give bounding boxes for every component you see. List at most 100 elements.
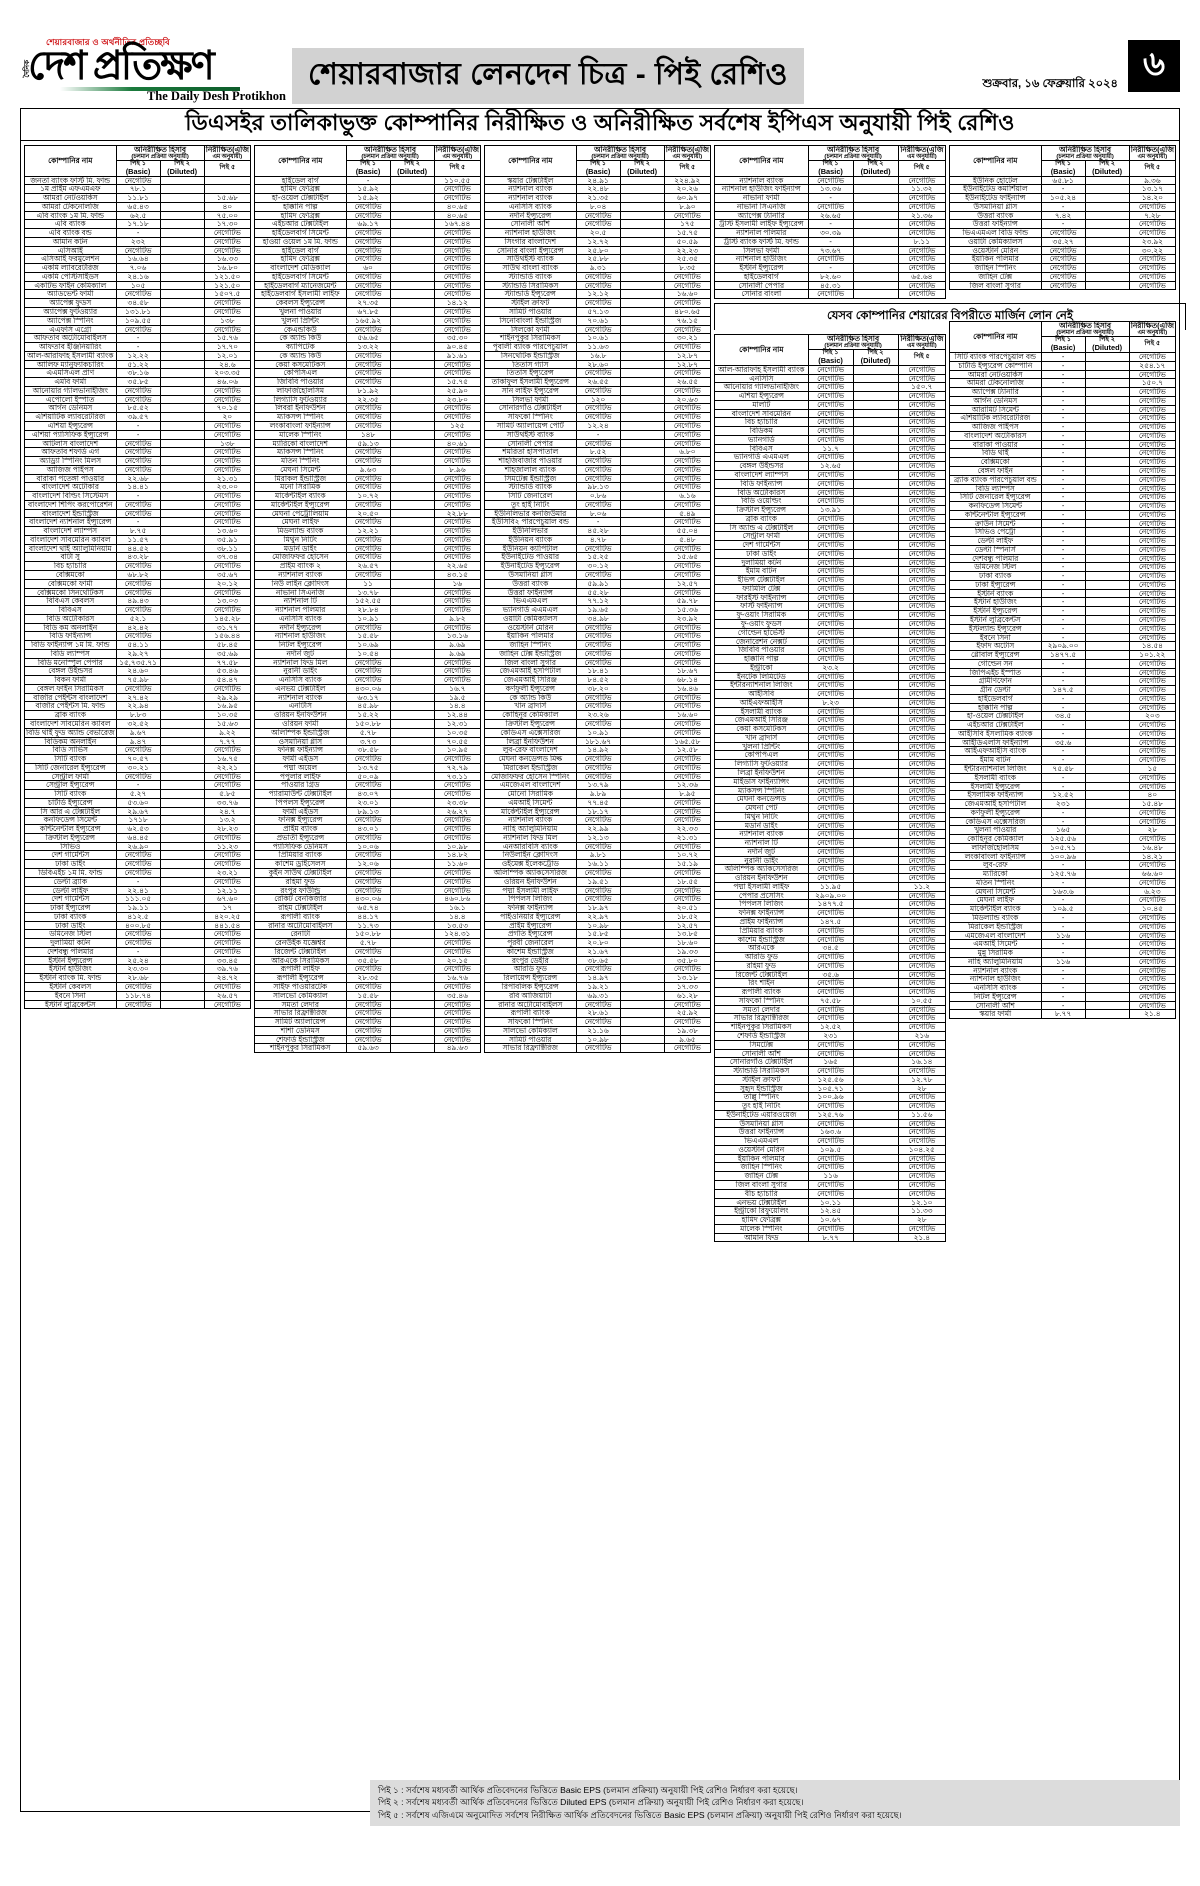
cell-pe2 <box>159 254 205 265</box>
cell-pe1: ৫৪.১১ <box>115 640 161 650</box>
table-row: লংকাবাংলা ফাইন্যান্স নেগেটিভ ১২৫ <box>254 420 482 431</box>
cell-pe2 <box>852 969 899 980</box>
cell-company-name: এনসিসি <box>714 373 809 384</box>
cell-pe2 <box>619 263 665 273</box>
cell-company-name: বিডি থাই ফুড অ্যান্ড বেভারেজ <box>24 727 117 738</box>
cell-pe5: ১২.৫৭ <box>663 920 712 931</box>
cell-pe5: নেগেটিভ <box>1128 553 1177 564</box>
header-unaudited-group: অনিরীক্ষিত হিসাব (চলমান প্রক্রিয়া অনুযায… <box>807 334 899 351</box>
table-row: এনসিসি ব্যাংক নেগেটিভ নেগেটিভ <box>254 675 482 685</box>
header-pe1: পিই ১ (Basic) <box>807 349 854 366</box>
cell-company-name: জনতা ব্যাংক ফার্স্ট মি. ফান্ড <box>24 175 117 186</box>
table-row: এবি ব্যাংক ১ম মি. ফান্ড ৬২.৫ ৭৫.০০ <box>24 210 252 221</box>
cell-company-name: বিডি ল্যাম্পস <box>949 483 1042 494</box>
table-row: ইস্টার্ন হাউজিং - নেগেটিভ <box>949 597 1177 608</box>
table-row: সিলভা ফার্মা ৭৩.৬৭ নেগেটিভ <box>714 245 947 256</box>
cell-company-name: রহিমা ফুড <box>714 960 809 971</box>
cell-company-name: মিরাকেল ইন্ডাস্ট্রিজ <box>949 921 1042 932</box>
table-row: ওয়াটা কেমিক্যালস ৩৪.৯৮ ২৩.৯২ <box>484 613 712 624</box>
table-row: ব্র্যাক ব্যাংক পারপেচুয়াল বন্ড - নেগেটিভ <box>949 474 1177 485</box>
cell-pe5: নেগেটিভ <box>1128 280 1177 291</box>
cell-company-name: ইউনাইটেড এয়ারওয়েজ <box>714 1109 809 1120</box>
table-row: প্রভাতী ইন্স্যুরেন্স নেগেটিভ নেগেটিভ <box>254 832 482 843</box>
cell-company-name: বেঙ্গল ফাইন সিরামিকস <box>24 683 117 694</box>
cell-pe5: ১২.৮৭ <box>663 350 712 361</box>
cell-pe2 <box>619 289 665 300</box>
cell-company-name: ন্যাশনাল ব্যাংক <box>714 175 809 186</box>
cell-company-name: ফনিক্স ফাইন্যান্স <box>254 745 347 756</box>
table-row: ইউনাইটেড পাওয়ার ১৫.২৫ ১৫.৬৫ <box>484 552 712 563</box>
cell-pe5: নেগেটিভ <box>663 868 712 878</box>
cell-company-name: ইস্টল্যান্ড ইন্স্যুরেন্স <box>949 623 1042 634</box>
table-row: আরডি ফুড নেগেটিভ নেগেটিভ <box>714 952 947 962</box>
cell-pe2 <box>852 522 899 533</box>
cell-pe5: নেগেটিভ <box>203 859 252 870</box>
table-row: বাংলাদেশ ইন্ডাস্ট্রিজ নেগেটিভ নেগেটিভ <box>24 508 252 519</box>
cell-pe1: ১৪৭.৫ <box>807 917 854 927</box>
cell-pe5: নেগেটিভ <box>1128 536 1177 546</box>
table-row: রূপালী ব্যাংক ৪৪.১৭ ১৪.৪ <box>254 911 482 922</box>
cell-pe5: ২১৬ <box>897 1030 947 1041</box>
cell-company-name: বিডি কম অনলাইন <box>24 622 117 633</box>
table-row: মিরাকেল ইন্ডাস্ট্রিজ নেগেটিভ নেগেটিভ <box>484 762 712 773</box>
cell-pe5: ২৬.২৭ <box>433 806 482 817</box>
cell-company-name: ইউনাইটেড ফাইন্যান্স <box>949 193 1042 203</box>
cell-pe2 <box>619 666 665 677</box>
cell-pe2 <box>852 452 899 463</box>
header-pe2: পিই ২ (Diluted) <box>852 159 899 177</box>
cell-pe2 <box>159 561 205 571</box>
cell-company-name: একমি ল্যাবরেটরিজ <box>24 263 117 273</box>
cell-company-name: বিচ হ্যাচারি <box>24 561 117 571</box>
cell-pe5: নেগেটিভ <box>203 245 252 256</box>
cell-pe5: নেগেটিভ <box>1128 807 1177 818</box>
cell-pe2 <box>159 482 205 493</box>
table-row: রূপালী ব্যাংক নেগেটিভ নেগেটিভ <box>714 987 947 997</box>
cell-pe2 <box>159 210 205 221</box>
cell-company-name: মতিন স্পিনিং <box>254 456 347 466</box>
cell-pe2 <box>389 350 435 361</box>
table-row: বিডি ফাইন্যান্স নেগেটিভ ১৫৬.৪৪ <box>24 631 252 642</box>
cell-company-name: কুইন সাউথ টেক্সটাইল <box>254 868 347 878</box>
table-row: নিটল ইন্স্যুরেন্স - নেগেটিভ <box>949 991 1177 1002</box>
cell-pe5: নেগেটিভ <box>433 885 482 896</box>
table-row: প্রাইম ব্যাংক ২ ২৬.৫৭ ২২.৬৫ <box>254 561 482 571</box>
table-row: মালেক স্পিনিং ১৪৮ নেগেটিভ <box>254 429 482 440</box>
table-row: ন্যাশনাল ব্যাংক নেগেটিভ নেগেটিভ <box>714 175 947 186</box>
table-row: ফনিক্স ফাইন্যান্স ১৮.৯৭ ২০.৫১ <box>484 903 712 913</box>
cell-company-name: মালেক স্পিনিং <box>254 429 347 440</box>
table-row: ন্যাশনাল ব্যাংক নেগেটিভ নেগেটিভ <box>484 815 712 826</box>
table-row: ইস্টার্ন কেবলস নেগেটিভ নেগেটিভ <box>24 981 252 992</box>
cell-pe2 <box>159 193 205 203</box>
cell-pe2 <box>1084 728 1130 739</box>
cell-pe1: ৩৫.২৭ <box>1040 236 1086 247</box>
cell-pe2 <box>1084 807 1130 818</box>
cell-pe2 <box>852 583 899 594</box>
cell-pe5: ২২.২১ <box>203 762 252 773</box>
cell-pe2 <box>852 228 899 238</box>
header-audited-group: নিরীক্ষিত(এজি এম অনুযায়ী) <box>897 145 947 161</box>
cell-pe5: ৬০.৯৭ <box>663 193 712 203</box>
table-row: সেন্ট্রাল ইন্স্যুরেন্স - নেগেটিভ <box>24 780 252 791</box>
cell-company-name: ন্যাশনাল হাউজিং <box>949 974 1042 985</box>
cell-company-name: ওয়াটা কেমিক্যালস <box>949 236 1042 247</box>
cell-company-name: সোনার বাংলা ইন্স্যুরেন্স <box>484 245 577 256</box>
cell-pe2 <box>852 925 899 936</box>
cell-pe1: নেগেটিভ <box>345 876 391 887</box>
table-row: মিরাকেল ইন্ডাস্ট্রিজ - নেগেটিভ <box>949 921 1177 932</box>
table-row: পাইওনিয়ার ইন্স্যুরেন্স ২২.৯৭ ১৮.৫২ <box>484 911 712 922</box>
table-row: ট্রাস্ট ব্যাংক ফার্স্ট মি. ফান্ড -৮.১১ <box>714 236 947 247</box>
cell-company-name: কোহিনূর কেমিক্যাল <box>949 834 1042 844</box>
table-row: এনসিসি ব্যাংক ৮.০৪ ৮.৯০ <box>484 201 712 212</box>
cell-pe5: নেগেটিভ <box>433 456 482 466</box>
cell-pe2 <box>619 981 665 992</box>
cell-company-name: মোনো সিরামিক <box>484 789 577 799</box>
cell-pe2 <box>852 697 899 708</box>
table-row: সেন্ট্রাল ফার্মা নেগেটিভ নেগেটিভ <box>24 771 252 782</box>
cell-pe1: ২৩১ <box>1040 799 1086 809</box>
cell-company-name: ইসলামী ইন্স্যুরেন্স <box>949 781 1042 792</box>
cell-company-name: সোনার বাংলা <box>714 289 809 300</box>
cell-pe2 <box>852 469 899 480</box>
date-and-page: শুক্রবার, ১৬ ফেব্রুয়ারি ২০২৪ ৬ <box>804 40 1180 104</box>
cell-pe5: ৮.৯০ <box>663 201 712 212</box>
table-row: কেয়া কসমেটিকস নেগেটিভ নেগেটিভ <box>714 724 947 734</box>
